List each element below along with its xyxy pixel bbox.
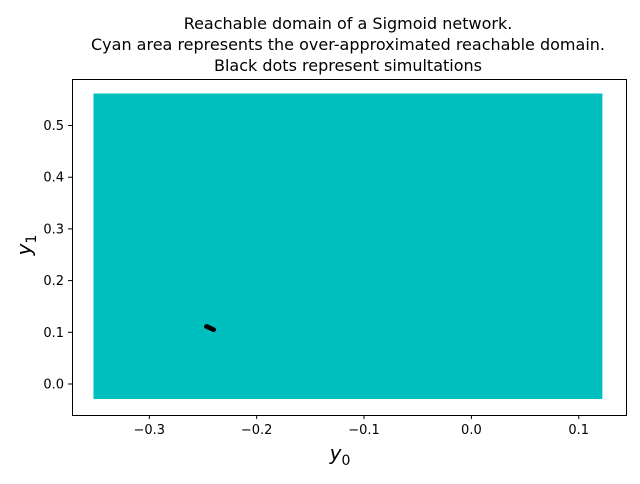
simulation-point — [210, 327, 216, 332]
y-axis-label: y1 — [12, 235, 40, 257]
simulation-points — [204, 324, 217, 332]
x-axis-label: y0 — [329, 441, 351, 469]
x-tick-label: −0.3 — [134, 423, 166, 438]
reachable-domain-area — [93, 93, 603, 399]
x-axis-label-base: y — [329, 441, 343, 465]
plot-frame — [72, 79, 627, 416]
x-tick-label: −0.1 — [348, 423, 380, 438]
chart-title: Reachable domain of a Sigmoid network. C… — [91, 14, 605, 75]
x-axis-label-subscript: 0 — [341, 453, 350, 469]
plot-area — [93, 93, 603, 399]
title-line-1: Reachable domain of a Sigmoid network. — [184, 14, 513, 33]
title-line-3: Black dots represent simultations — [214, 56, 482, 75]
x-axis-ticks: −0.3 −0.2 −0.1 0.0 0.1 — [134, 415, 589, 438]
y-axis-ticks: 0.0 0.1 0.2 0.3 0.4 0.5 — [43, 119, 72, 392]
x-tick-label: 0.0 — [461, 423, 482, 438]
y-tick-label: 0.5 — [43, 119, 64, 134]
y-axis-label-base: y — [12, 242, 36, 256]
y-tick-label: 0.1 — [43, 326, 64, 341]
x-tick-label: 0.1 — [568, 423, 589, 438]
y-tick-label: 0.2 — [43, 274, 64, 289]
y-tick-label: 0.3 — [43, 222, 64, 237]
x-tick-label: −0.2 — [241, 423, 273, 438]
y-tick-label: 0.0 — [43, 377, 64, 392]
y-tick-label: 0.4 — [43, 171, 64, 186]
title-line-2: Cyan area represents the over-approximat… — [91, 35, 605, 54]
y-axis-label-subscript: 1 — [24, 235, 40, 244]
